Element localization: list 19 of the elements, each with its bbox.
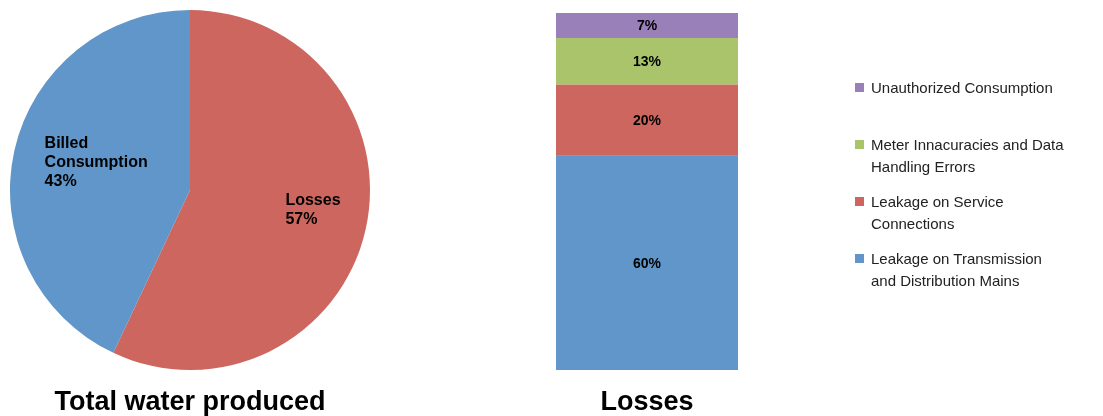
pie-slice	[10, 10, 190, 353]
legend-label: Unauthorized Consumption	[871, 79, 1053, 96]
data-label: 60%	[632, 254, 662, 271]
text: Total water produced	[54, 386, 326, 416]
data-label: 20%	[632, 112, 662, 129]
slice-label: Losses	[285, 190, 341, 208]
bar	[556, 37, 738, 85]
legend-label: Leakage on Transmission and Distribution Mains	[871, 250, 1042, 289]
data-label: 57%	[285, 209, 318, 227]
data-label: 13%	[632, 53, 662, 70]
legend-label: Meter Innacuracies and Data Handling Errors	[871, 136, 1065, 175]
legend-label: Leakage on Service Connections	[871, 193, 1004, 232]
bar	[556, 84, 738, 156]
bar	[556, 155, 738, 370]
data-label: 7%	[636, 17, 658, 34]
data-label: 43%	[44, 172, 77, 190]
slice-label: Billed Consumption	[44, 134, 148, 171]
text: Losses	[600, 386, 694, 416]
bar	[556, 13, 738, 38]
